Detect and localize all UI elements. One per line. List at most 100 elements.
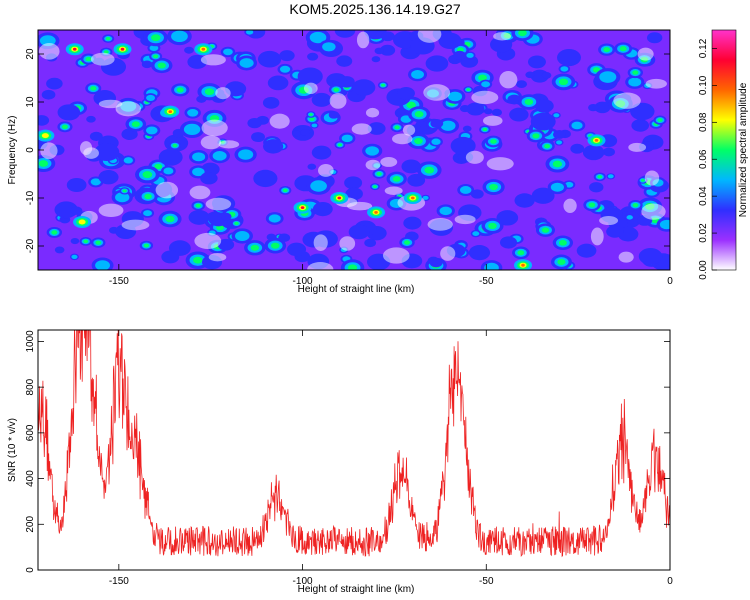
heatmap-peak	[72, 47, 77, 51]
heatmap-cell	[165, 215, 175, 223]
heatmap-cell	[613, 92, 641, 109]
snr-x-label: Height of straight line (km)	[298, 584, 415, 595]
heatmap-cell	[484, 108, 493, 115]
heatmap-cell	[278, 233, 291, 243]
x-tick-label: -150	[109, 576, 129, 587]
heatmap-cell	[346, 201, 373, 211]
colorbar-tick-label: 0.04	[698, 186, 709, 206]
heatmap-cell	[307, 163, 317, 170]
heatmap-cell	[95, 240, 102, 245]
heatmap-cell	[454, 214, 476, 225]
heatmap-cell	[481, 81, 491, 88]
heatmap-cell	[525, 71, 535, 79]
heatmap-cell	[338, 76, 355, 88]
heatmap-cell	[470, 189, 484, 199]
heatmap-cell	[151, 34, 161, 42]
snr-frame	[37, 329, 671, 571]
heatmap-cell	[161, 250, 180, 264]
y-tick-label: 20	[25, 48, 36, 60]
heatmap-cell	[171, 30, 188, 43]
heatmap-cell	[592, 67, 601, 73]
heatmap-cell	[141, 60, 153, 69]
heatmap-cell	[560, 66, 569, 72]
heatmap-cell	[440, 246, 456, 261]
heatmap-cell	[307, 262, 334, 270]
heatmap-cell	[188, 209, 210, 225]
heatmap-cell	[142, 171, 153, 179]
heatmap-cell	[90, 178, 101, 186]
heatmap-cell	[424, 166, 435, 174]
heatmap-cell	[57, 104, 81, 121]
heatmap-cell	[392, 133, 413, 145]
heatmap-cell	[303, 82, 318, 95]
heatmap-cell	[576, 243, 597, 258]
heatmap-cell	[607, 174, 614, 179]
heatmap-cell	[268, 214, 281, 223]
heatmap-cell	[632, 70, 639, 75]
heatmap-cell	[618, 251, 634, 263]
heatmap-cell	[524, 98, 534, 106]
heatmap-cell	[352, 79, 376, 96]
y-tick-label: 0	[25, 567, 36, 573]
heatmap-x-ticks: -150 -100 -50 0	[109, 30, 673, 287]
heatmap-cell	[262, 96, 280, 109]
heatmap-cell	[557, 259, 566, 265]
heatmap-cell	[499, 70, 518, 89]
heatmap-cell	[597, 175, 603, 179]
heatmap-cell	[334, 30, 356, 38]
heatmap-cell	[192, 167, 205, 177]
heatmap-cell	[66, 177, 87, 193]
heatmap-cell	[347, 264, 358, 270]
heatmap-cell	[146, 94, 156, 101]
heatmap-cell	[414, 110, 424, 118]
heatmap-cell	[337, 143, 342, 147]
heatmap-cell	[465, 150, 484, 164]
heatmap-cell	[482, 127, 488, 132]
heatmap-peak	[168, 110, 173, 113]
heatmap-y-label: Frequency (Hz)	[7, 116, 18, 185]
heatmap-cell	[105, 36, 111, 41]
heatmap-cell	[430, 118, 444, 129]
heatmap-cell	[507, 94, 522, 105]
heatmap-cell	[531, 187, 555, 204]
heatmap-cell	[300, 129, 311, 136]
heatmap-peak	[120, 47, 125, 51]
colorbar-tick-label: 0.12	[698, 38, 709, 58]
heatmap-cell	[541, 71, 552, 79]
heatmap-cell	[530, 112, 556, 131]
heatmap-cell	[571, 121, 583, 130]
heatmap-cell	[143, 243, 150, 248]
heatmap-cell	[279, 65, 291, 73]
heatmap-cell	[218, 140, 240, 149]
heatmap-cell	[267, 75, 289, 91]
heatmap-cell	[40, 142, 58, 160]
heatmap-cell	[466, 52, 474, 58]
heatmap-cell	[462, 125, 472, 132]
heatmap-cell	[253, 169, 278, 188]
heatmap-cell	[46, 77, 63, 90]
heatmap-cell	[509, 107, 529, 122]
heatmap-cell	[468, 245, 491, 261]
heatmap-cell	[183, 123, 201, 135]
heatmap-cell	[644, 170, 660, 186]
heatmap-cell	[269, 113, 290, 129]
heatmap-cell	[486, 157, 514, 171]
y-tick-label: 600	[25, 424, 36, 441]
heatmap-cell	[365, 107, 380, 118]
heatmap-cell	[552, 160, 563, 168]
x-tick-label: -50	[479, 576, 494, 587]
heatmap-cell	[70, 237, 80, 245]
heatmap-cell	[311, 123, 318, 128]
heatmap-cell	[367, 122, 386, 135]
heatmap-cell	[234, 231, 250, 241]
heatmap-cell	[414, 137, 423, 145]
heatmap-cell	[54, 246, 65, 254]
heatmap-cell	[376, 172, 382, 176]
heatmap-cell	[553, 113, 560, 118]
heatmap-cell	[54, 201, 78, 219]
heatmap-cell	[374, 47, 384, 55]
heatmap-cell	[157, 62, 166, 69]
heatmap-cell	[189, 185, 211, 200]
colorbar-ticks: 0.00 0.02 0.04 0.06 0.08 0.10 0.12	[698, 38, 717, 280]
